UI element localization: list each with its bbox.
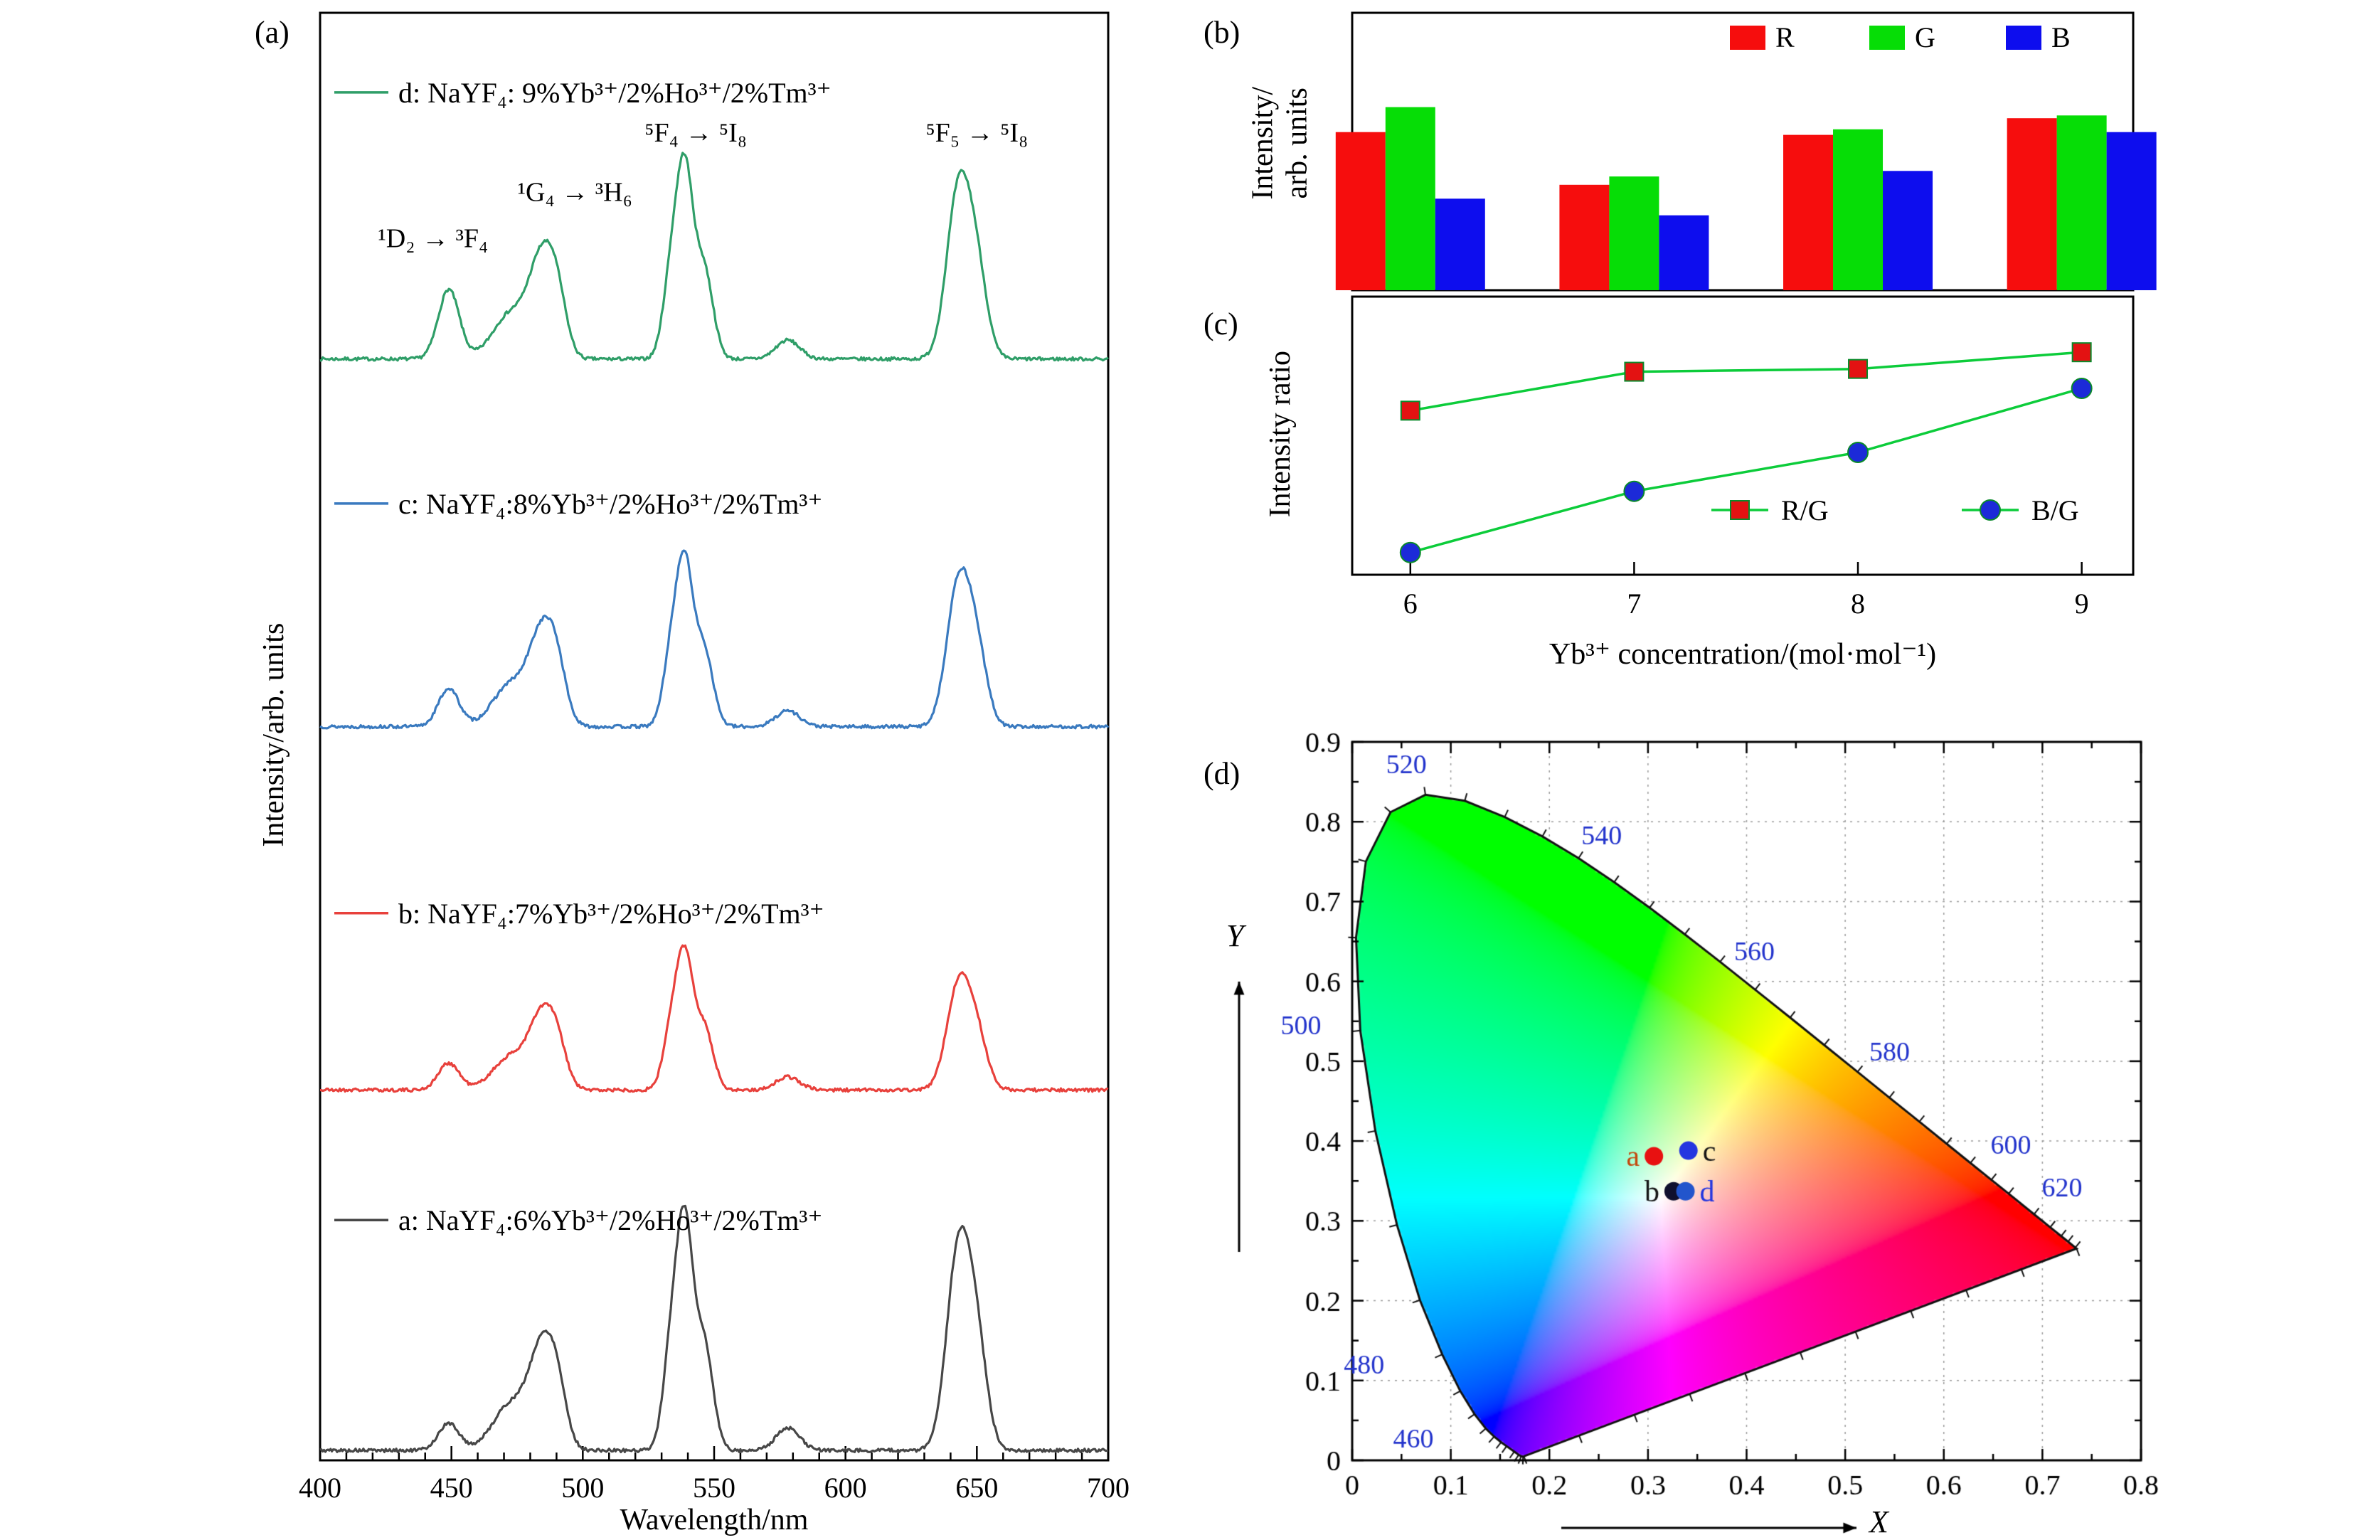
panel-d-tag: (d) xyxy=(1204,756,1241,791)
ratio-line-RG xyxy=(1410,351,2082,413)
x-tick-label: 550 xyxy=(693,1472,735,1504)
legend-label-R: R xyxy=(1775,21,1795,53)
bar-B-7 xyxy=(1659,215,1709,290)
panel-a-ylabel: Intensity/arb. units xyxy=(257,622,290,847)
bar-B-9 xyxy=(2106,132,2157,290)
marker-BG-7 xyxy=(1623,480,1645,502)
marker-BG-6 xyxy=(1399,541,1421,563)
bar-R-7 xyxy=(1559,184,1610,290)
spectrum-c xyxy=(319,549,1110,730)
legend-swatch-B xyxy=(2006,26,2041,50)
legend-marker-RG xyxy=(1730,500,1750,520)
panel-c-ylabel: Intensity ratio xyxy=(1263,350,1297,518)
bar-G-6 xyxy=(1385,107,1435,290)
bar-R-9 xyxy=(2007,118,2057,290)
series-label-c: c: NaYF₄:8%Yb³⁺/2%Ho³⁺/2%Tm³⁺ xyxy=(398,488,823,520)
x-tick-label: 450 xyxy=(430,1472,473,1504)
x-tick-label: 700 xyxy=(1087,1472,1130,1504)
x-tick-label: 500 xyxy=(561,1472,604,1504)
series-label-a: a: NaYF₄:6%Yb³⁺/2%Ho³⁺/2%Tm³⁺ xyxy=(398,1204,823,1236)
legend-label-G: G xyxy=(1915,21,1935,53)
x-tick-label: 650 xyxy=(955,1472,998,1504)
bar-B-8 xyxy=(1883,171,1933,290)
panel-a-xlabel: Wavelength/nm xyxy=(620,1504,809,1536)
x-tick-label: 400 xyxy=(299,1472,341,1504)
bar-G-8 xyxy=(1833,129,1884,290)
bar-B-6 xyxy=(1435,198,1485,290)
panel-c-tag: (c) xyxy=(1204,307,1238,341)
x-tick-label: 600 xyxy=(824,1472,867,1504)
transition-annotation-0: ¹D₂ → ³F₄ xyxy=(378,224,488,254)
cie-diagram-canvas xyxy=(1195,711,2380,1540)
x-tick-label: 6 xyxy=(1403,588,1418,620)
legend-marker-BG xyxy=(1980,499,2001,521)
x-tick-label: 9 xyxy=(2075,588,2089,620)
panel-c-xlabel: Yb³⁺ concentration/(mol·mol⁻¹) xyxy=(1548,638,1937,671)
panel-a-plot: 400 450 500 550 600 650 700 d: NaYF₄: 9%Yb³⁺/2%… xyxy=(299,11,1130,1504)
panel-b-ylabel: Intensity/ arb. units xyxy=(1246,86,1314,200)
legend-swatch-R xyxy=(1730,26,1765,50)
transition-annotation-2: ⁵F₄ → ⁵I₈ xyxy=(644,118,747,148)
legend-swatch-G xyxy=(1869,26,1905,50)
marker-RG-6 xyxy=(1400,400,1420,421)
legend-label-B: B xyxy=(2051,21,2071,53)
marker-BG-9 xyxy=(2071,378,2093,400)
marker-RG-8 xyxy=(1848,359,1869,379)
panel-d-xlabel: X xyxy=(1869,1504,1888,1539)
ratio-line-BG xyxy=(1410,387,2083,554)
x-tick-label: 8 xyxy=(1851,588,1865,620)
bar-R-8 xyxy=(1783,134,1834,290)
marker-RG-7 xyxy=(1624,361,1645,382)
spectrum-b xyxy=(320,944,1109,1093)
bar-G-7 xyxy=(1609,176,1659,290)
spectrum-a xyxy=(319,1204,1109,1453)
spectrum-d xyxy=(319,152,1109,362)
series-label-d: d: NaYF₄: 9%Yb³⁺/2%Ho³⁺/2%Tm³⁺ xyxy=(398,77,832,109)
marker-BG-8 xyxy=(1847,441,1869,463)
panel-c-plot: 6 7 8 9 R/G B/G xyxy=(1351,295,2135,620)
legend-label-RG: R/G xyxy=(1781,494,1829,526)
transition-annotation-3: ⁵F₅ → ⁵I₈ xyxy=(925,118,1028,148)
panel-b-tag: (b) xyxy=(1204,15,1241,50)
marker-RG-9 xyxy=(2071,342,2092,363)
x-tick-label: 7 xyxy=(1627,588,1641,620)
series-label-b: b: NaYF₄:7%Yb³⁺/2%Ho³⁺/2%Tm³⁺ xyxy=(398,898,824,930)
panel-d-ylabel: Y xyxy=(1226,918,1244,953)
transition-annotation-1: ¹G₄ → ³H₆ xyxy=(518,178,632,208)
bar-R-6 xyxy=(1335,132,1386,290)
panel-c-frame xyxy=(1351,295,2135,576)
bar-G-9 xyxy=(2056,115,2107,290)
legend-label-BG: B/G xyxy=(2031,494,2079,526)
panel-a-tag: (a) xyxy=(255,15,289,50)
